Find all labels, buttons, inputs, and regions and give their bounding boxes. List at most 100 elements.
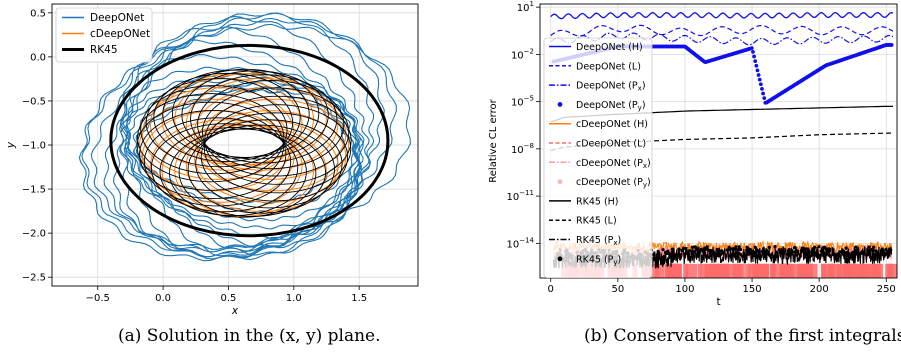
y-axis-label: Relative CL error [488,98,499,182]
series-deeponet-py-point [749,46,754,51]
series-rk45-py-point [666,249,670,253]
series-rk45-py-point [872,252,876,256]
series-rk45-py-point [840,250,844,254]
series-cdeeponet-py-mark [829,263,840,278]
series-rk45-py-point [756,254,760,258]
series-cdeeponet-py-mark [874,263,884,278]
legend-b-label: RK45 (Px) [576,235,621,247]
series-rk45-py-point [871,248,876,253]
x-tick-label: 50 [611,284,624,295]
series-cdeeponet-py-mark [805,263,810,278]
series-rk45-py-point [758,254,763,258]
series-rk45-py-point [705,245,709,249]
series-deeponet-l [550,24,894,37]
legend-a-label: cDeepONet [90,28,150,40]
plot-solution-xy: −0.5 0.0 0.5 1.0 1.5 0.5 0.0 −0.5 −1.0 −1.5 −2.0 −2… [5,3,419,317]
legend-b-marker [557,179,563,185]
series-cdeeponet-py-mark [755,263,761,278]
series-cdeeponet-py-mark [665,263,670,278]
series-rk45-py-point [680,248,684,253]
x-tick-label: 150 [743,284,762,295]
series-rk45-py-point [694,246,698,250]
y-tick-label: 10−2 [511,47,534,61]
series-cdeeponet-py-mark [820,263,826,278]
series-rk45-py-point [668,253,672,257]
x-axis-label: x [231,305,239,317]
series-rk45-py-point [734,245,738,249]
series-cdeeponet-py-mark [852,263,862,278]
series-rk45-py-point [824,247,828,251]
series-rk45-py-point [753,245,757,249]
legend-b-box [543,37,653,279]
plot-a-data [78,12,411,262]
legend-b: DeepONet (H) DeepONet (L) DeepONet (Px) Dee… [543,37,653,279]
series-rk45-py-point [813,253,817,257]
legend-b-label: DeepONet (H) [576,42,643,53]
series-rk45-py-point [691,250,696,254]
series-rk45-py-point [844,246,848,250]
series-rk45-py-point [754,252,758,256]
series-cdeeponet-py-mark [784,263,795,278]
series-cdeeponet-py-mark [658,263,665,278]
series-rk45-py-point [757,250,761,255]
series-rk45-py-point [656,252,660,256]
series-rk45-py-point [827,249,832,253]
series-cdeeponet-py-mark [845,263,854,278]
series-cdeeponet-py-mark [861,263,867,278]
series-rk45-py-point [778,250,782,254]
series-deeponet-py-point [751,49,755,54]
y-axis-label: y [5,141,17,149]
series-rk45-py-point [817,245,821,249]
legend-a-label: RK45 [90,44,118,56]
y-tick-label: −2.0 [22,229,46,240]
series-cdeeponet-py-mark [885,263,893,278]
legend-b-label: cDeepONet (Px) [576,158,651,170]
series-rk45-py-point [834,253,838,257]
series-rk45-py-point [872,245,876,249]
series-rk45-py-point [842,253,846,257]
x-tick-label: 0.5 [221,293,237,304]
x-tick-label: 0.0 [155,293,171,304]
series-rk45-py-point [809,253,813,258]
legend-b-label: RK45 (Py) [576,254,621,266]
series-rk45-py-point [690,245,694,250]
series-rk45-py-point [803,251,807,255]
series-rk45-py-point [785,252,789,256]
series-rk45-py-point [874,249,878,253]
series-rk45-py-point [822,245,826,249]
series-rk45-py-point [677,247,681,251]
series-rk45-py-point [788,250,792,255]
series-deeponet-py-point [755,68,760,73]
series-rk45-py-point [683,246,687,251]
series-rk45-py-point [736,247,740,252]
series-rk45-py-point [847,253,851,257]
legend-b-label: DeepONet (Py) [576,100,646,112]
series-cdeeponet-py-mark [711,263,719,278]
legend-a: DeepONet cDeepONet RK45 [55,7,153,63]
y-tick-label: −1.5 [22,185,46,196]
series-cdeeponet-py-mark [836,263,842,278]
series-rk45-py-point [749,251,753,255]
series-rk45-py-point [828,254,832,258]
series-deeponet-py-point [761,91,766,96]
series-rk45-py-point [816,252,820,256]
series-rk45-py-point [769,253,773,257]
x-tick-label: 1.5 [351,293,367,304]
series-rk45-py-point [887,247,892,252]
x-tick-label: 200 [810,284,829,295]
legend-b-label: RK45 (L) [576,216,617,227]
legend-b-label: cDeepONet (Py) [576,177,651,189]
y-tick-label: −0.5 [22,96,46,107]
series-rk45-py-point [880,247,884,251]
series-rk45-py-point [793,250,797,254]
series-rk45-py-point [746,247,750,251]
series-rk45-py-point [709,253,713,257]
series-rk45-py-point [819,249,823,253]
series-cdeeponet-py-mark [700,263,707,278]
series-rk45-py-point [766,252,771,256]
series-rk45-py-point [687,252,691,256]
series-rk45-py-point [679,253,683,257]
series-cdeeponet-py-mark [732,263,742,278]
series-rk45-py-point [737,245,741,249]
